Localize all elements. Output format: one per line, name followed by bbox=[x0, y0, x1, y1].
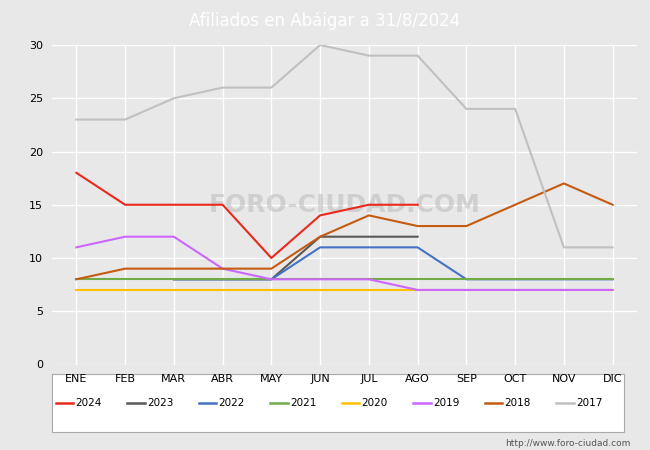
Text: 2023: 2023 bbox=[147, 398, 174, 408]
Text: 2024: 2024 bbox=[75, 398, 102, 408]
Text: 2021: 2021 bbox=[290, 398, 317, 408]
Text: 2019: 2019 bbox=[433, 398, 460, 408]
Text: 2018: 2018 bbox=[504, 398, 531, 408]
Text: 2017: 2017 bbox=[576, 398, 603, 408]
Text: http://www.foro-ciudad.com: http://www.foro-ciudad.com bbox=[505, 439, 630, 448]
Text: FORO-CIUDAD.COM: FORO-CIUDAD.COM bbox=[209, 193, 480, 217]
Text: Afiliados en Abáigar a 31/8/2024: Afiliados en Abáigar a 31/8/2024 bbox=[189, 11, 461, 30]
Text: 2020: 2020 bbox=[361, 398, 388, 408]
Text: 2022: 2022 bbox=[218, 398, 245, 408]
